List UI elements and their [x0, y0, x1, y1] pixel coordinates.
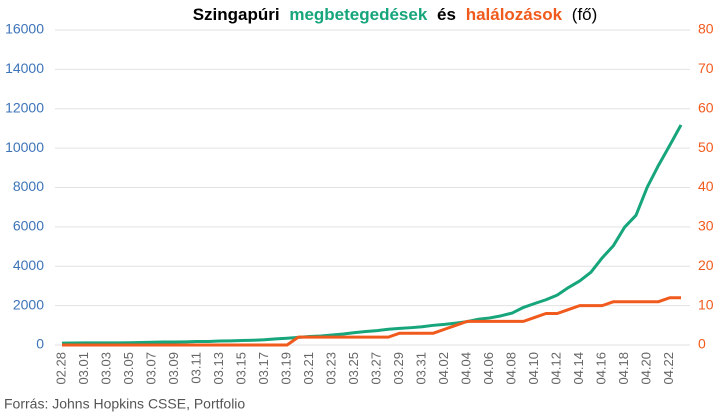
x-tick-label: 03.29	[391, 352, 406, 385]
title-text: (fő)	[572, 5, 598, 24]
x-tick-label: 04.02	[436, 352, 451, 385]
x-tick-label: 03.13	[211, 352, 226, 385]
y2-tick-label: 40	[698, 178, 714, 194]
series-line	[61, 124, 683, 345]
x-tick-label: 03.15	[234, 352, 249, 385]
x-tick-label: 03.03	[98, 352, 113, 385]
x-tick-label: 04.16	[594, 352, 609, 385]
chart-title: Szingapúri megbetegedések és halálozások…	[193, 5, 598, 24]
x-tick-label: 03.25	[346, 352, 361, 385]
x-tick-label: 03.11	[188, 352, 203, 384]
x-tick-label: 03.07	[143, 352, 158, 385]
x-tick-label: 03.27	[369, 352, 384, 385]
title-text: és	[437, 5, 456, 24]
x-tick-label: 04.12	[549, 352, 564, 385]
x-tick-label: 02.28	[53, 352, 68, 385]
x-tick-label: 04.10	[526, 352, 541, 385]
y-tick-label: 4000	[13, 257, 44, 273]
title-text: Szingapúri	[193, 5, 280, 24]
x-tick-label: 04.14	[571, 352, 586, 385]
x-tick-label: 03.31	[414, 352, 429, 385]
x-tick-label: 03.23	[324, 352, 339, 385]
title-series-name: megbetegedések	[289, 5, 427, 24]
x-tick-label: 03.05	[121, 352, 136, 385]
x-tick-label: 04.06	[481, 352, 496, 385]
series-line	[62, 296, 681, 347]
y2-tick-label: 50	[698, 139, 714, 155]
y2-tick-label: 0	[698, 336, 706, 352]
x-tick-label: 03.17	[256, 352, 271, 385]
title-series-name: halálozások	[466, 5, 563, 24]
x-tick-label: 04.22	[661, 352, 676, 385]
y2-tick-label: 70	[698, 60, 714, 76]
y-tick-label: 14000	[5, 60, 44, 76]
x-tick-label: 03.01	[76, 352, 91, 385]
y-tick-label: 0	[36, 336, 44, 352]
y2-tick-label: 80	[698, 21, 714, 37]
x-tick-label: 04.18	[616, 352, 631, 385]
x-tick-label: 04.20	[639, 352, 654, 385]
y-tick-label: 8000	[13, 178, 44, 194]
y-tick-label: 12000	[5, 99, 44, 115]
y2-tick-label: 20	[698, 257, 714, 273]
x-tick-label: 03.19	[279, 352, 294, 385]
y2-tick-label: 30	[698, 218, 714, 234]
y-tick-label: 2000	[13, 296, 44, 312]
y-tick-label: 16000	[5, 21, 44, 37]
y-tick-label: 6000	[13, 218, 44, 234]
source: Forrás: Johns Hopkins CSSE, Portfolio	[4, 396, 245, 412]
x-tick-label: 04.08	[504, 352, 519, 385]
y-tick-label: 10000	[5, 139, 44, 155]
x-tick-label: 04.04	[459, 352, 474, 385]
x-tick-label: 03.21	[301, 352, 316, 385]
x-tick-label: 03.09	[166, 352, 181, 385]
y2-tick-label: 10	[698, 296, 714, 312]
y2-tick-label: 60	[698, 99, 714, 115]
